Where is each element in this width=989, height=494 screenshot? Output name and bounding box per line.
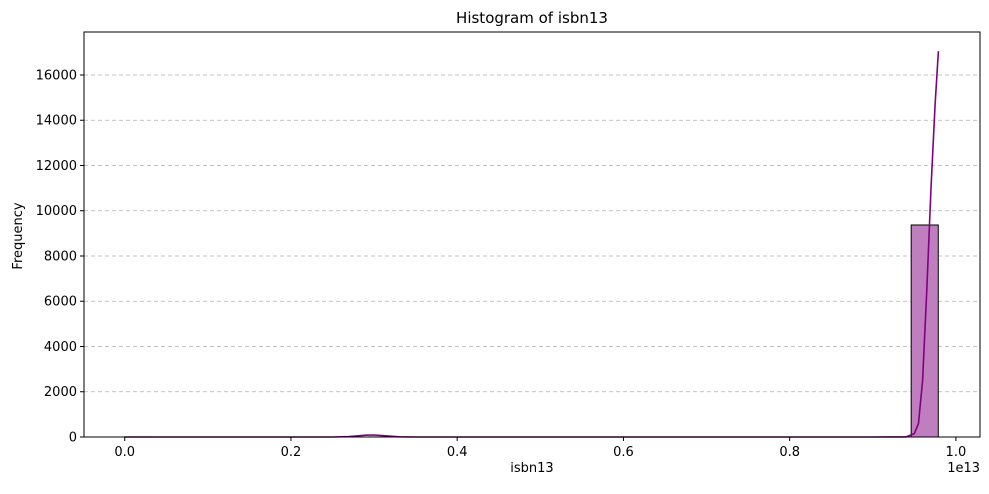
x-tick-label-0: 0.0 (114, 445, 135, 460)
y-tick-label-0: 0 (69, 431, 77, 446)
y-tick-label-2: 4000 (44, 340, 77, 355)
y-tick-label-1: 2000 (44, 385, 77, 400)
y-tick-label-8: 16000 (36, 68, 77, 83)
x-tick-label-1: 0.2 (281, 445, 302, 460)
y-tick-label-5: 10000 (36, 204, 77, 219)
x-tick-label-5: 1.0 (946, 445, 967, 460)
x-tick-label-2: 0.4 (447, 445, 468, 460)
y-tick-label-7: 14000 (36, 114, 77, 129)
y-axis-label: Frequency (11, 202, 26, 269)
x-axis-label: isbn13 (510, 461, 553, 476)
y-tick-label-6: 12000 (36, 159, 77, 174)
x-tick-label-3: 0.6 (613, 445, 634, 460)
y-tick-label-3: 6000 (44, 295, 77, 310)
chart-title: Histogram of isbn13 (456, 9, 608, 27)
x-tick-label-4: 0.8 (779, 445, 800, 460)
y-tick-label-4: 8000 (44, 249, 77, 264)
x-axis-offset-label: 1e13 (947, 461, 980, 476)
